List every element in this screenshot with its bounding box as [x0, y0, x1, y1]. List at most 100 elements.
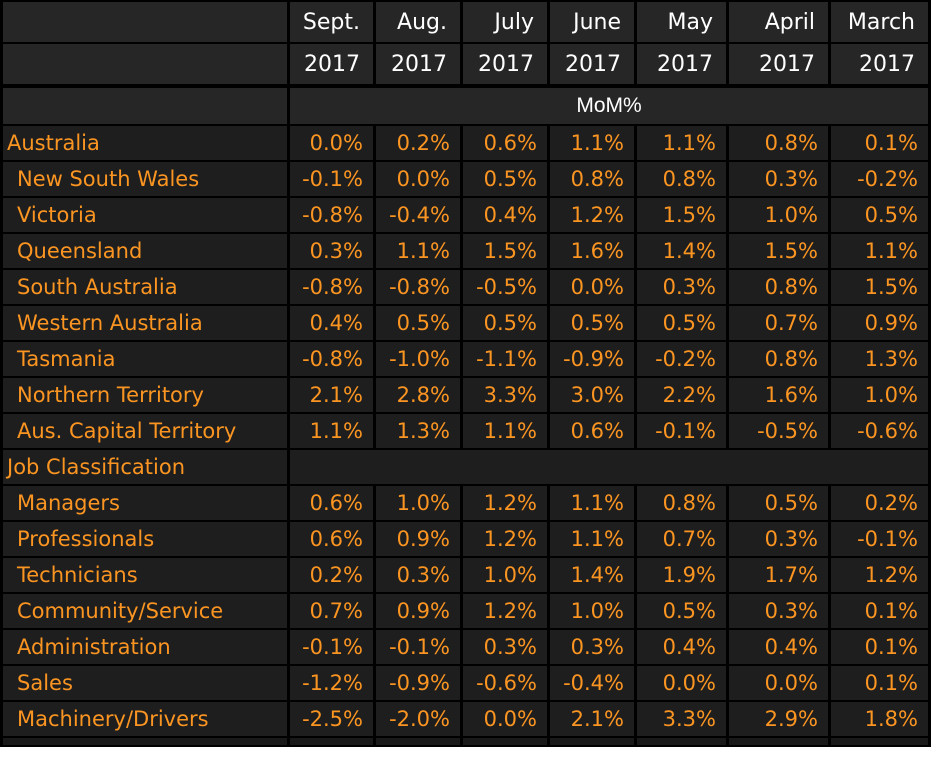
row-label: Sales — [3, 666, 287, 700]
row-label: Administration — [3, 630, 287, 664]
row-label: Victoria — [3, 198, 287, 232]
row-label: Technicians — [3, 558, 287, 592]
month-header: June — [550, 2, 634, 42]
value-cell: 0.2% — [376, 126, 460, 160]
row-label: Aus. Capital Territory — [3, 414, 287, 448]
year-header: 2017 — [637, 44, 726, 86]
month-header: March — [831, 2, 928, 42]
table-row: South Australia -0.8% -0.8% -0.5% 0.0% 0.3% 0.… — [3, 270, 928, 304]
table-row: Queensland 0.3% 1.1% 1.5% 1.6% 1.4% 1.5% 1.1% — [3, 234, 928, 268]
footer-stub-row — [3, 738, 928, 745]
value-cell: 1.4% — [637, 234, 726, 268]
value-cell: 0.6% — [550, 414, 634, 448]
table-row: New South Wales -0.1% 0.0% 0.5% 0.8% 0.8% 0.3%… — [3, 162, 928, 196]
value-cell: -0.1% — [637, 414, 726, 448]
value-cell: 0.3% — [376, 558, 460, 592]
unit-header-row: MoM% — [3, 88, 928, 124]
value-cell: 0.5% — [376, 306, 460, 340]
table-row: Managers 0.6% 1.0% 1.2% 1.1% 0.8% 0.5% 0.2% — [3, 486, 928, 520]
row-label: Managers — [3, 486, 287, 520]
value-cell: 0.3% — [729, 594, 828, 628]
value-cell: 0.8% — [637, 162, 726, 196]
value-cell: 1.1% — [550, 126, 634, 160]
value-cell: -0.1% — [290, 162, 373, 196]
footer-stub-cell — [550, 738, 634, 745]
value-cell: 1.0% — [550, 594, 634, 628]
value-cell: 3.3% — [463, 378, 547, 412]
value-cell: -1.2% — [290, 666, 373, 700]
value-cell: -0.5% — [729, 414, 828, 448]
value-cell: 1.7% — [729, 558, 828, 592]
table-row: Professionals 0.6% 0.9% 1.2% 1.1% 0.7% 0.3% -0.… — [3, 522, 928, 556]
value-cell: -0.9% — [550, 342, 634, 376]
row-label: Australia — [3, 126, 287, 160]
value-cell: -1.1% — [463, 342, 547, 376]
value-cell: 2.9% — [729, 702, 828, 736]
value-cell: -0.1% — [290, 630, 373, 664]
value-cell: 0.6% — [463, 126, 547, 160]
value-cell: 1.4% — [550, 558, 634, 592]
year-header: 2017 — [550, 44, 634, 86]
value-cell: 0.9% — [376, 594, 460, 628]
value-cell: 0.4% — [463, 198, 547, 232]
value-cell: 0.5% — [729, 486, 828, 520]
value-cell: 2.1% — [290, 378, 373, 412]
value-cell: 0.6% — [290, 486, 373, 520]
value-cell: 0.3% — [729, 522, 828, 556]
value-cell: 0.3% — [550, 630, 634, 664]
row-label: Tasmania — [3, 342, 287, 376]
value-cell: 1.2% — [463, 486, 547, 520]
value-cell: 0.4% — [637, 630, 726, 664]
value-cell: 0.8% — [729, 270, 828, 304]
value-cell: 0.5% — [637, 306, 726, 340]
value-cell: -0.4% — [376, 198, 460, 232]
footer-stub-cell — [729, 738, 828, 745]
table-row: Community/Service 0.7% 0.9% 1.2% 1.0% 0.5% 0.3… — [3, 594, 928, 628]
value-cell: 0.3% — [729, 162, 828, 196]
month-header: May — [637, 2, 726, 42]
value-cell: 1.3% — [376, 414, 460, 448]
value-cell: 1.5% — [637, 198, 726, 232]
value-cell: 1.6% — [550, 234, 634, 268]
table-row: Aus. Capital Territory 1.1% 1.3% 1.1% 0.6% -0… — [3, 414, 928, 448]
value-cell: 0.5% — [550, 306, 634, 340]
value-cell: 0.2% — [290, 558, 373, 592]
value-cell: 0.3% — [290, 234, 373, 268]
value-cell: -0.8% — [290, 342, 373, 376]
value-cell: 1.1% — [463, 414, 547, 448]
value-cell: 1.2% — [831, 558, 928, 592]
value-cell: -0.1% — [831, 522, 928, 556]
value-cell: 1.1% — [831, 234, 928, 268]
footer-stub-cell — [831, 738, 928, 745]
footer-stub-cell — [463, 738, 547, 745]
value-cell: 0.0% — [463, 702, 547, 736]
footer-stub-cell — [376, 738, 460, 745]
value-cell: 0.3% — [463, 630, 547, 664]
value-cell: 1.8% — [831, 702, 928, 736]
year-header: 2017 — [463, 44, 547, 86]
value-cell: 0.5% — [637, 594, 726, 628]
corner-cell — [3, 88, 287, 124]
value-cell: -0.1% — [376, 630, 460, 664]
row-label: New South Wales — [3, 162, 287, 196]
value-cell: 0.0% — [729, 666, 828, 700]
footer-stub-cell — [290, 738, 373, 745]
value-cell: 1.5% — [831, 270, 928, 304]
table-row: Machinery/Drivers -2.5% -2.0% 0.0% 2.1% 3.3% 2… — [3, 702, 928, 736]
value-cell: 1.0% — [831, 378, 928, 412]
row-label: Western Australia — [3, 306, 287, 340]
row-label: Job Classification — [3, 450, 287, 484]
corner-cell — [3, 2, 287, 42]
value-cell: 0.7% — [729, 306, 828, 340]
value-cell: 0.1% — [831, 666, 928, 700]
footer-stub-cell — [637, 738, 726, 745]
value-cell: 1.1% — [550, 486, 634, 520]
value-cell: 1.1% — [290, 414, 373, 448]
value-cell: 0.0% — [637, 666, 726, 700]
value-cell: 0.1% — [831, 630, 928, 664]
value-cell: 1.6% — [729, 378, 828, 412]
value-cell: 2.1% — [550, 702, 634, 736]
value-cell: -0.8% — [290, 198, 373, 232]
value-cell: 0.8% — [550, 162, 634, 196]
value-cell: 1.1% — [376, 234, 460, 268]
